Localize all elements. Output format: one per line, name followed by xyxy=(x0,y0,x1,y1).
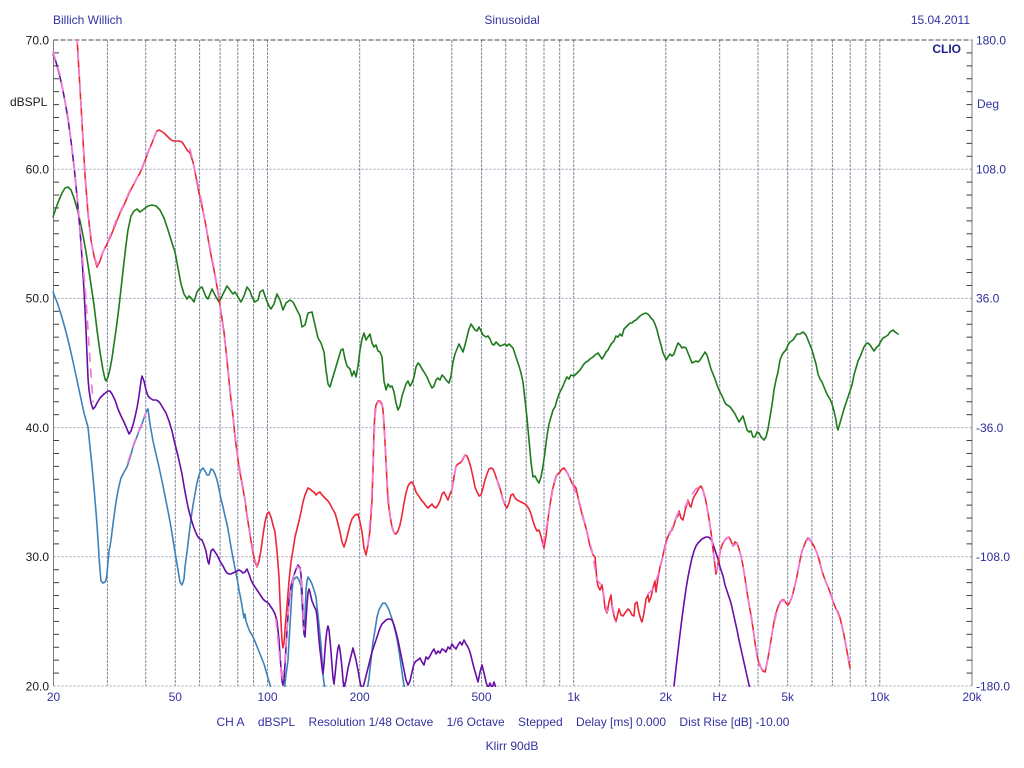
svg-text:Billich Willich: Billich Willich xyxy=(53,13,122,27)
svg-text:180.0: 180.0 xyxy=(976,33,1006,47)
svg-text:50: 50 xyxy=(169,690,183,704)
svg-text:CH A dBSPL Resolution 1/: CH A dBSPL Resolution 1/48 Octave 1/6 Oc… xyxy=(217,715,790,729)
svg-text:36.0: 36.0 xyxy=(976,292,1000,306)
svg-text:Sinusoidal: Sinusoidal xyxy=(484,13,539,27)
svg-text:Deg: Deg xyxy=(977,97,999,111)
svg-text:10k: 10k xyxy=(870,690,890,704)
svg-text:70.0: 70.0 xyxy=(26,33,50,47)
svg-text:Klirr 90dB: Klirr 90dB xyxy=(486,739,539,753)
svg-text:5k: 5k xyxy=(781,690,795,704)
svg-text:-180.0: -180.0 xyxy=(976,679,1010,693)
svg-text:200: 200 xyxy=(350,690,370,704)
svg-text:20.0: 20.0 xyxy=(26,679,50,693)
svg-text:108.0: 108.0 xyxy=(976,163,1006,177)
svg-text:20: 20 xyxy=(47,690,61,704)
svg-text:20k: 20k xyxy=(962,690,982,704)
svg-text:500: 500 xyxy=(471,690,491,704)
svg-text:15.04.2011: 15.04.2011 xyxy=(911,13,970,27)
svg-text:1k: 1k xyxy=(567,690,581,704)
svg-text:Hz: Hz xyxy=(712,690,727,704)
svg-text:50.0: 50.0 xyxy=(26,292,50,306)
svg-text:30.0: 30.0 xyxy=(26,550,50,564)
svg-text:CLIO: CLIO xyxy=(932,42,961,56)
svg-text:-36.0: -36.0 xyxy=(976,421,1004,435)
svg-text:60.0: 60.0 xyxy=(26,163,50,177)
svg-text:-108.0: -108.0 xyxy=(976,550,1010,564)
svg-text:2k: 2k xyxy=(659,690,673,704)
svg-text:dBSPL: dBSPL xyxy=(10,95,48,109)
svg-text:100: 100 xyxy=(257,690,277,704)
svg-text:40.0: 40.0 xyxy=(26,421,50,435)
